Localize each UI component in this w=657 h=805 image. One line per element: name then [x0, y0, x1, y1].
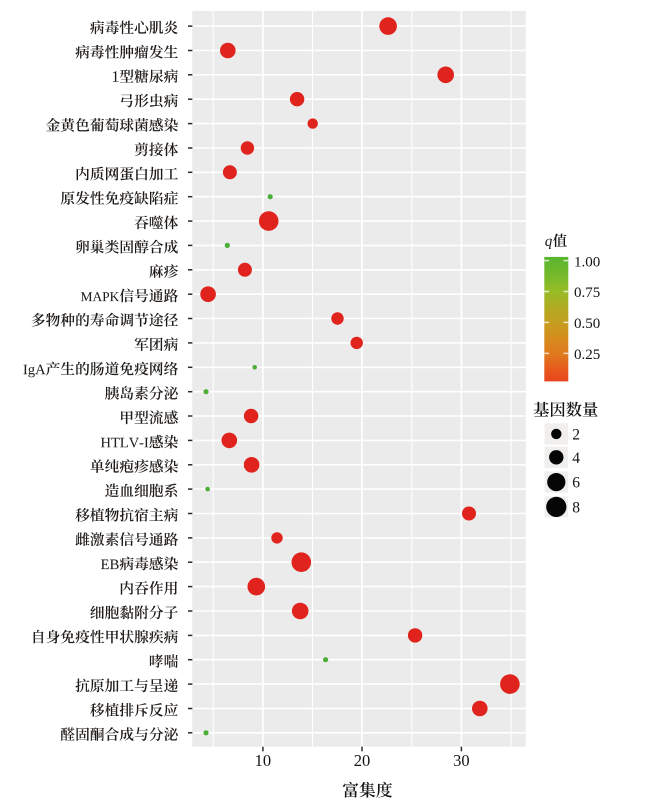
- svg-text:0.75: 0.75: [574, 285, 600, 301]
- svg-text:2: 2: [572, 427, 580, 444]
- svg-text:0.50: 0.50: [574, 316, 600, 332]
- svg-text:1.00: 1.00: [574, 254, 600, 270]
- svg-text:0.25: 0.25: [574, 347, 600, 363]
- svg-text:30: 30: [453, 751, 470, 770]
- svg-text:6: 6: [572, 475, 580, 492]
- svg-text:20: 20: [354, 751, 371, 770]
- svg-text:10: 10: [255, 751, 272, 770]
- svg-text:8: 8: [572, 500, 580, 517]
- svg-text:4: 4: [572, 450, 580, 467]
